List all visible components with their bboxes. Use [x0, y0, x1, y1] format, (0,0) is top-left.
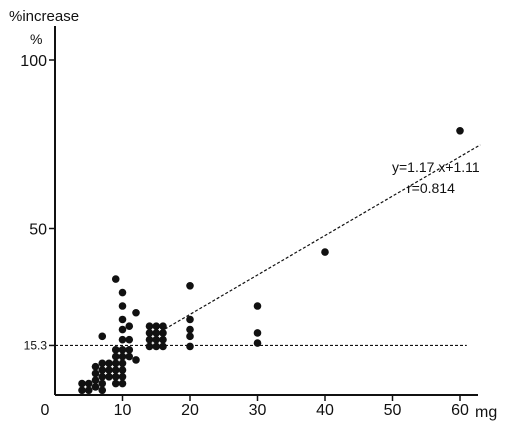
data-point — [111, 379, 120, 388]
data-point — [125, 335, 134, 344]
x-tick-label: 10 — [114, 402, 132, 419]
data-point — [152, 335, 161, 344]
data-point — [78, 379, 86, 388]
data-point — [118, 352, 127, 361]
data-point — [159, 335, 167, 344]
data-point — [98, 379, 107, 388]
data-point — [118, 325, 127, 334]
y-tick-label: 100 — [20, 53, 47, 70]
y-axis-title: %increase — [9, 8, 79, 25]
x-ticks: 0 10 20 30 40 50 60 — [41, 395, 469, 419]
data-point — [98, 372, 107, 381]
x-tick-label: 60 — [451, 402, 469, 419]
data-point — [111, 359, 120, 368]
data-point — [186, 281, 194, 290]
data-point — [118, 302, 127, 310]
data-point — [186, 325, 194, 334]
x-tick-label: 30 — [249, 402, 267, 419]
data-point — [118, 315, 127, 324]
data-point — [118, 346, 127, 354]
data-point — [78, 386, 86, 395]
data-point — [111, 372, 120, 381]
data-point — [186, 342, 194, 351]
axes — [54, 26, 478, 396]
x-axis-unit: mg — [475, 404, 497, 421]
data-point — [253, 302, 262, 310]
data-point — [118, 335, 127, 344]
x-tick-label: 50 — [384, 402, 402, 419]
data-point — [159, 329, 167, 337]
data-point — [145, 335, 154, 344]
data-point — [98, 386, 107, 395]
data-point — [84, 379, 93, 388]
x-tick-label: 40 — [316, 402, 334, 419]
data-point — [125, 352, 134, 361]
data-point — [186, 332, 194, 341]
data-point — [253, 339, 262, 347]
y-axis-unit: % — [30, 31, 42, 47]
data-point — [125, 322, 134, 331]
data-point — [91, 369, 100, 378]
data-point — [118, 372, 127, 381]
reference-lines — [55, 144, 481, 347]
data-point — [105, 372, 113, 381]
regression-equation: y=1.17 x+1.11 — [392, 159, 480, 175]
data-point — [111, 352, 120, 361]
data-point — [118, 359, 127, 368]
data-point — [91, 383, 100, 391]
data-point — [132, 308, 140, 317]
correlation-label: r=0.814 — [407, 180, 455, 196]
data-point — [111, 366, 120, 374]
data-point — [84, 386, 93, 395]
y-tick-label: 15.3 — [24, 338, 48, 352]
data-point — [456, 126, 464, 135]
regression-line — [155, 144, 481, 335]
data-point — [159, 342, 167, 351]
y-ticks: 100 50 15.3 — [20, 53, 55, 352]
x-tick-label: 0 — [41, 402, 50, 419]
data-point — [118, 366, 127, 374]
data-point — [111, 346, 120, 354]
y-tick-label: 50 — [29, 222, 47, 239]
data-point — [152, 329, 161, 337]
data-point — [152, 342, 161, 351]
data-point — [105, 366, 113, 374]
data-point — [145, 322, 154, 331]
data-point — [91, 376, 100, 384]
data-point — [253, 329, 262, 337]
data-point — [321, 248, 329, 256]
data-point — [152, 322, 161, 331]
data-point — [98, 366, 107, 374]
x-tick-label: 20 — [181, 402, 199, 419]
data-point — [105, 359, 113, 368]
data-points — [78, 126, 464, 395]
data-point — [118, 288, 127, 297]
data-point — [98, 332, 107, 341]
data-point — [145, 329, 154, 337]
data-point — [91, 362, 100, 371]
data-point — [159, 322, 167, 331]
data-point — [125, 346, 134, 354]
data-point — [98, 359, 107, 368]
data-point — [132, 356, 140, 364]
data-point — [111, 275, 120, 283]
data-point — [118, 379, 127, 388]
data-point — [186, 315, 194, 324]
data-point — [145, 342, 154, 351]
